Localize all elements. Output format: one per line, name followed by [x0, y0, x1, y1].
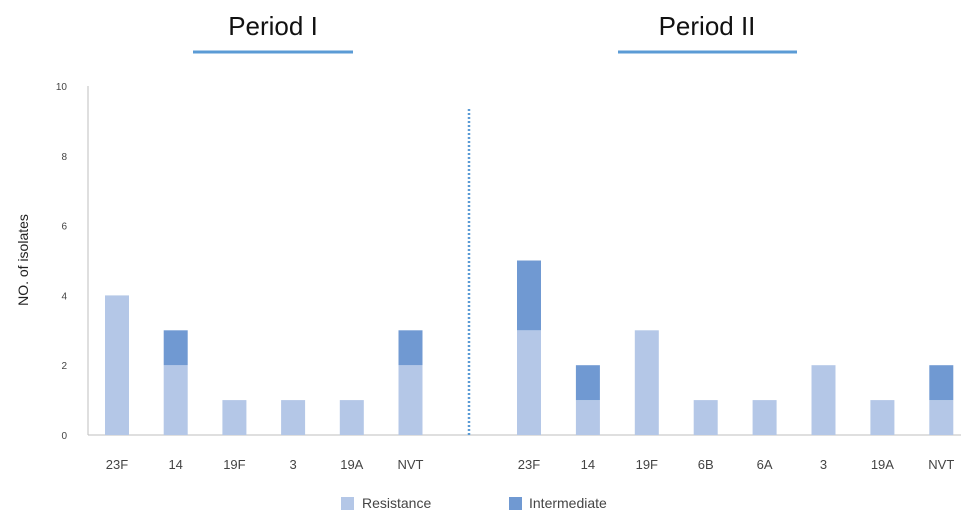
bars [105, 260, 954, 435]
bar-intermediate [398, 330, 423, 366]
period-title: Period II [659, 11, 756, 41]
legend: Resistance Intermediate [341, 495, 607, 511]
x-tick-label: 6A [757, 457, 773, 472]
x-tick-label: 3 [820, 457, 827, 472]
x-tick-label: 19A [340, 457, 363, 472]
bar-resistance [517, 330, 541, 435]
bar-resistance [339, 400, 364, 435]
bar-resistance [575, 400, 600, 435]
bar-resistance [693, 400, 718, 435]
x-tick-label: 14 [168, 457, 182, 472]
legend-label: Resistance [362, 495, 431, 511]
bar-resistance [222, 400, 247, 435]
bar-resistance [163, 365, 188, 435]
x-tick-label: 19F [223, 457, 245, 472]
y-axis-label: NO. of isolates [15, 214, 31, 306]
y-tick-label: 2 [61, 361, 67, 372]
bar-intermediate [575, 365, 600, 401]
y-tick-label: 10 [56, 82, 68, 93]
legend-swatch [509, 497, 522, 510]
y-tick-label: 6 [61, 222, 67, 233]
bar-resistance [752, 400, 777, 435]
bar-intermediate [929, 365, 954, 401]
y-tick-label: 4 [61, 291, 67, 302]
bar-resistance [105, 295, 129, 435]
y-tick-label: 0 [61, 431, 67, 442]
x-axis-ticks: 23F 14 19F 3 19A NVT 23F 14 19F 6B 6A 3 19A NVT [106, 457, 955, 472]
bar-intermediate [163, 330, 188, 366]
x-tick-label: 6B [698, 457, 714, 472]
bar-resistance [929, 400, 954, 435]
x-tick-label: NVT [928, 457, 954, 472]
x-tick-label: NVT [398, 457, 424, 472]
x-tick-label: 14 [581, 457, 595, 472]
x-tick-label: 19A [871, 457, 894, 472]
period-title: Period I [228, 11, 318, 41]
bar-resistance [870, 400, 895, 435]
x-tick-label: 3 [289, 457, 296, 472]
bar-intermediate [517, 260, 541, 331]
x-tick-label: 19F [636, 457, 658, 472]
legend-swatch [341, 497, 354, 510]
x-tick-label: 23F [106, 457, 128, 472]
period-titles: Period I Period II [193, 11, 797, 54]
y-axis-ticks: 0 2 4 6 8 10 [56, 82, 68, 442]
bar-resistance [811, 365, 836, 435]
y-tick-label: 8 [61, 152, 67, 163]
legend-label: Intermediate [529, 495, 607, 511]
bar-resistance [281, 400, 306, 435]
bar-resistance [398, 365, 423, 435]
x-tick-label: 23F [518, 457, 540, 472]
bar-resistance [634, 330, 659, 435]
